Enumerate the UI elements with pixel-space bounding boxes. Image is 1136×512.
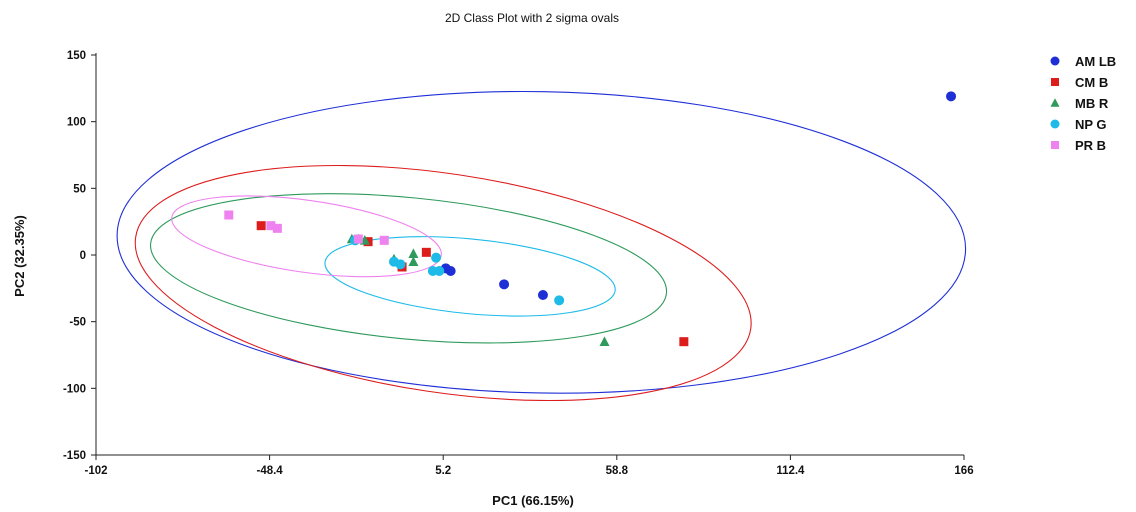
sigma-oval-mb-r	[149, 193, 668, 344]
point-mb-r	[408, 256, 419, 266]
y-tick-label: 150	[67, 50, 86, 62]
sigma-oval-np-g	[324, 236, 616, 317]
y-tick-label: -50	[69, 317, 86, 329]
chart-title: 2D Class Plot with 2 sigma ovals	[445, 11, 619, 25]
axes: 150 100 50 0 -50 -100 -150 -102 -48.4 5.2 58.8 112.…	[63, 50, 974, 477]
sigma-oval-am-lb	[116, 90, 967, 394]
y-tick-label: -150	[63, 450, 86, 462]
point-am-lb	[445, 266, 456, 276]
y-tick-label: 50	[73, 183, 86, 195]
x-tick-label: 5.2	[435, 465, 451, 477]
point-np-g	[395, 259, 406, 270]
point-mb-r	[408, 248, 419, 258]
x-tick-label: 58.8	[606, 465, 629, 477]
legend-marker-am-lb	[1050, 56, 1060, 66]
point-am-lb	[499, 279, 510, 290]
point-pr-b	[379, 235, 389, 245]
sigma-oval-pr-b	[171, 195, 442, 278]
data-points	[224, 91, 957, 347]
y-tick-label: -100	[63, 383, 86, 395]
point-pr-b	[353, 234, 363, 244]
point-np-g	[431, 252, 442, 263]
legend-marker-np-g	[1050, 119, 1060, 129]
point-pr-b	[224, 210, 234, 220]
point-cm-b	[421, 247, 431, 257]
legend-label-pr-b: PR B	[1075, 138, 1106, 153]
x-tick-label: -102	[84, 465, 107, 477]
legend-marker-pr-b	[1051, 141, 1059, 149]
x-tick-label: -48.4	[256, 465, 283, 477]
point-cm-b	[679, 337, 689, 347]
point-am-lb	[537, 290, 548, 300]
legend-marker-mb-r	[1050, 98, 1060, 107]
point-np-g	[434, 266, 445, 276]
point-np-g	[554, 295, 565, 306]
point-pr-b	[266, 221, 276, 231]
point-am-lb	[946, 91, 957, 102]
legend-label-am-lb: AM LB	[1075, 54, 1116, 69]
x-tick-label: 166	[954, 465, 973, 477]
point-cm-b	[256, 221, 266, 231]
x-axis-label: PC1 (66.15%)	[492, 493, 574, 508]
x-tick-label: 112.4	[776, 465, 805, 477]
y-tick-label: 0	[80, 250, 86, 262]
legend-marker-cm-b	[1051, 78, 1059, 86]
sigma-oval-cm-b	[134, 164, 752, 402]
y-tick-label: 100	[67, 117, 86, 129]
legend: AM LB CM B MB R NP G PR B	[1050, 54, 1116, 153]
point-pr-b	[272, 223, 282, 233]
y-axis-label: PC2 (32.35%)	[12, 215, 27, 297]
legend-label-np-g: NP G	[1075, 117, 1107, 132]
point-mb-r	[599, 336, 610, 346]
sigma-ovals	[116, 90, 967, 402]
legend-label-mb-r: MB R	[1075, 96, 1109, 111]
legend-label-cm-b: CM B	[1075, 75, 1108, 90]
